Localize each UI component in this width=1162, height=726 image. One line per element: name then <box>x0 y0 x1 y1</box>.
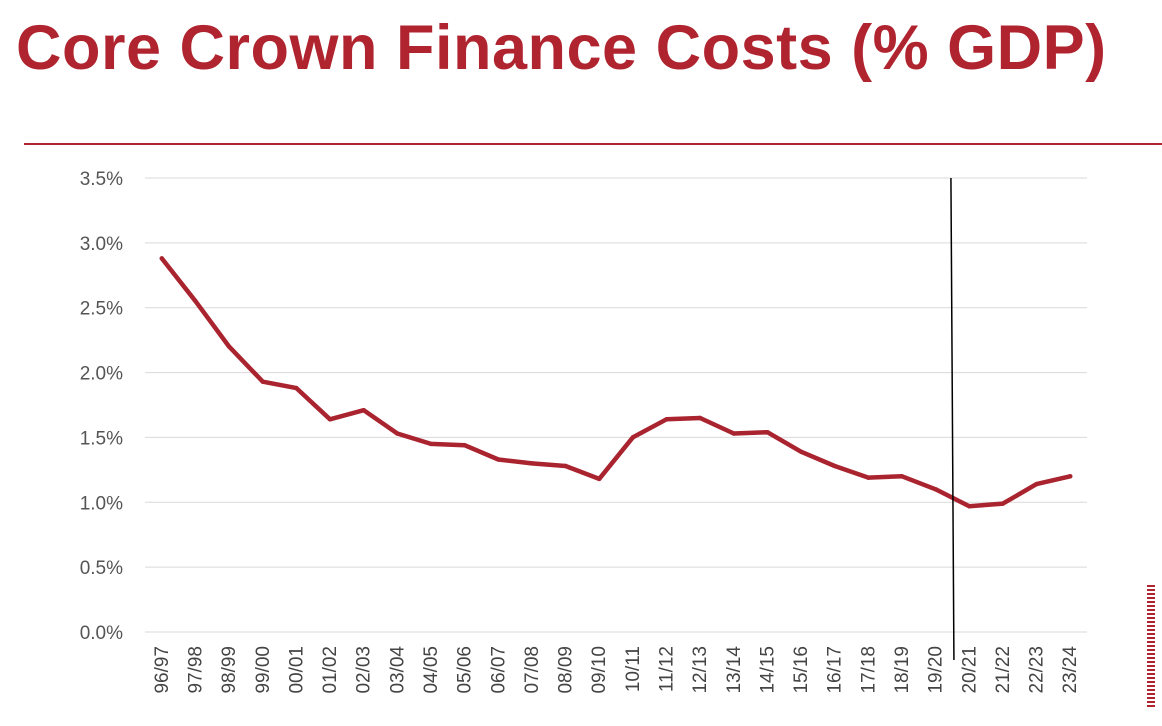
y-tick-label: 0.5% <box>80 558 123 579</box>
data-point <box>596 476 602 482</box>
data-point <box>1067 474 1073 479</box>
data-point <box>1034 481 1039 487</box>
y-tick-label: 1.5% <box>80 428 123 449</box>
data-point <box>933 487 938 492</box>
data-point <box>361 407 366 413</box>
data-point <box>899 474 905 479</box>
x-tick-label: 15/16 <box>791 646 812 694</box>
data-point <box>798 449 804 454</box>
series-group <box>159 256 1073 509</box>
x-tick-label: 09/10 <box>589 646 610 694</box>
x-tick-label: 12/13 <box>690 646 711 694</box>
data-point <box>563 463 568 469</box>
y-axis-tick-labels: 0.0% 0.5% 1.0% 1.5% 2.0% 2.5% 3.0% 3.5% <box>80 169 123 644</box>
x-tick-label: 23/24 <box>1060 646 1081 694</box>
x-tick-label: 06/07 <box>488 646 509 694</box>
x-tick-label: 11/12 <box>656 646 677 692</box>
data-point <box>832 463 837 469</box>
data-point <box>395 431 400 436</box>
x-tick-label: 13/14 <box>724 646 745 694</box>
x-tick-label: 03/04 <box>387 646 408 694</box>
x-tick-label: 16/17 <box>825 646 846 694</box>
x-tick-label: 96/97 <box>152 646 173 694</box>
data-point <box>260 379 265 384</box>
x-tick-label: 97/98 <box>185 646 206 694</box>
y-tick-label: 3.0% <box>80 234 123 255</box>
data-point <box>765 430 770 435</box>
x-tick-label: 05/06 <box>455 646 476 694</box>
x-tick-label: 99/00 <box>253 646 274 694</box>
x-tick-label: 02/03 <box>354 646 375 694</box>
series-line <box>159 256 1073 509</box>
x-tick-label: 18/19 <box>892 646 913 694</box>
x-tick-label: 08/09 <box>556 646 577 694</box>
data-point <box>529 461 535 466</box>
data-point <box>1000 501 1006 506</box>
y-tick-label: 1.0% <box>80 493 123 514</box>
data-point <box>664 417 669 422</box>
data-point <box>226 344 232 349</box>
x-tick-label: 20/21 <box>959 646 980 694</box>
title-divider <box>24 143 1162 145</box>
data-point <box>866 475 871 480</box>
page-title: Core Crown Finance Costs (% GDP) <box>16 13 1107 83</box>
grid-lines <box>145 177 1087 633</box>
x-tick-label: 21/22 <box>993 646 1014 694</box>
marker-group <box>950 177 955 661</box>
y-tick-label: 2.5% <box>80 299 123 320</box>
data-point <box>496 457 501 462</box>
y-tick-label: 0.0% <box>80 623 123 644</box>
x-tick-label: 17/18 <box>858 646 879 694</box>
x-tick-label: 10/11 <box>623 646 644 692</box>
x-tick-label: 19/20 <box>926 646 947 694</box>
x-tick-label: 07/08 <box>522 646 543 694</box>
data-point <box>967 503 972 509</box>
data-point <box>193 299 198 304</box>
x-axis-tick-labels: 96/97 97/98 98/99 99/00 00/01 01/02 02/03 03/04… <box>152 646 1081 694</box>
x-tick-label: 04/05 <box>421 646 442 694</box>
y-tick-label: 3.5% <box>80 169 123 190</box>
data-point <box>630 435 636 440</box>
marker-line <box>950 177 955 661</box>
x-tick-label: 14/15 <box>757 646 778 694</box>
data-point <box>428 441 434 447</box>
y-tick-label: 2.0% <box>80 364 123 385</box>
data-point <box>731 431 736 436</box>
x-tick-label: 01/02 <box>320 646 341 694</box>
data-point <box>159 256 165 261</box>
data-point <box>294 385 299 391</box>
x-tick-label: 00/01 <box>286 646 307 694</box>
data-point <box>462 443 467 448</box>
x-tick-label: 98/99 <box>219 646 240 694</box>
decorative-stripe <box>1147 585 1155 707</box>
data-point <box>327 417 333 422</box>
x-tick-label: 22/23 <box>1027 646 1048 694</box>
data-point <box>697 415 703 421</box>
